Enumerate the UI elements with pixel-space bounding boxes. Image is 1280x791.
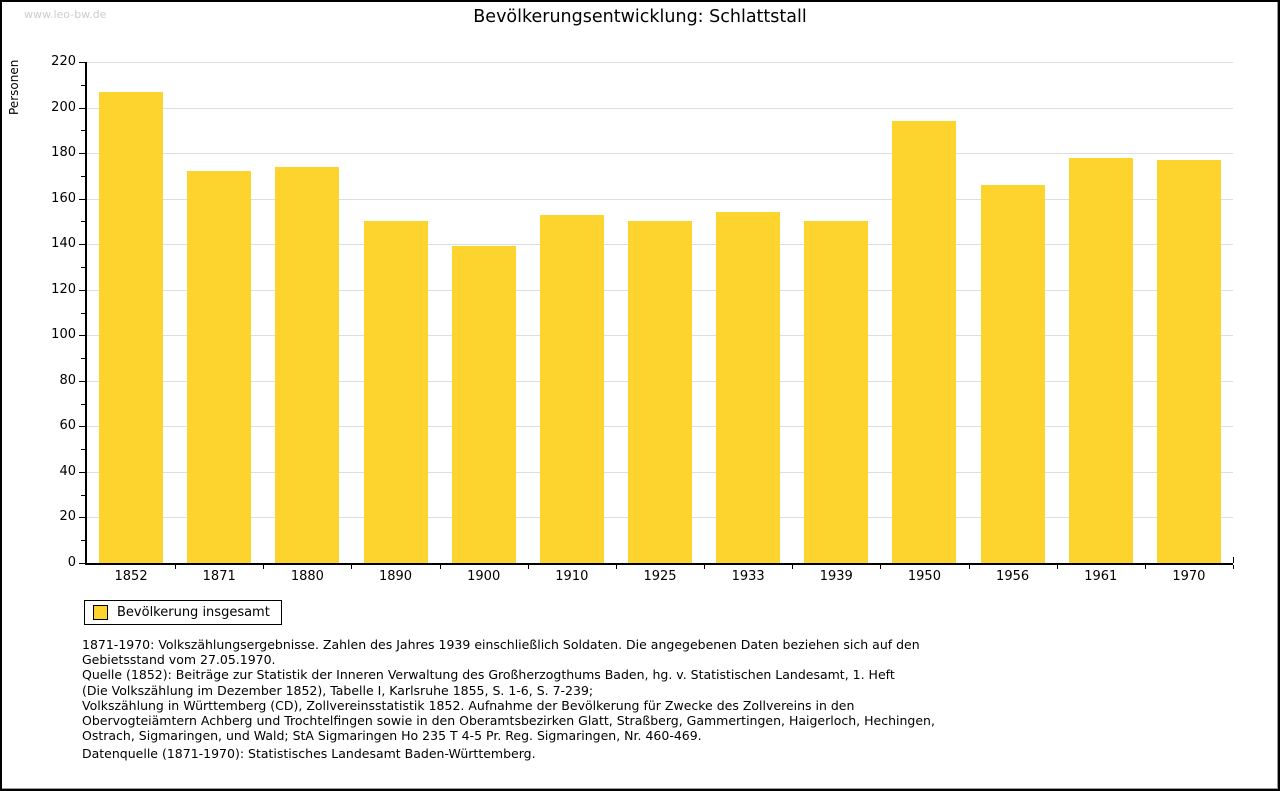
y-tick-label: 140 xyxy=(51,236,76,252)
bar-1890 xyxy=(363,221,428,563)
x-tick-label: 1956 xyxy=(996,569,1030,584)
x-tick xyxy=(880,565,882,569)
x-tick-label: 1950 xyxy=(907,569,941,584)
y-tick-label: 40 xyxy=(59,463,76,479)
y-minor-tick xyxy=(81,403,86,405)
y-minor-tick xyxy=(81,175,86,177)
bar-1970 xyxy=(1156,159,1221,563)
x-tick xyxy=(615,565,617,569)
x-tick-label: 1961 xyxy=(1084,569,1118,584)
y-major-tick xyxy=(79,153,86,155)
x-tick-label: 1880 xyxy=(290,569,324,584)
bar-1852 xyxy=(99,91,164,563)
x-tick xyxy=(263,565,265,569)
gridline xyxy=(87,153,1233,155)
y-tick-label: 220 xyxy=(51,54,76,69)
datasource-note: Datenquelle (1871-1970): Statistisches L… xyxy=(82,746,536,761)
y-minor-tick xyxy=(81,494,86,496)
y-major-tick xyxy=(79,244,86,246)
x-tick-label: 1970 xyxy=(1172,569,1206,584)
bar-1933 xyxy=(716,212,781,563)
x-axis-end-tick xyxy=(1233,557,1234,563)
x-tick-label: 1933 xyxy=(731,569,765,584)
gridline xyxy=(87,198,1233,200)
x-tick-label: 1890 xyxy=(378,569,413,584)
y-tick-label: 60 xyxy=(59,418,76,434)
x-tick xyxy=(1233,565,1234,569)
x-tick xyxy=(968,565,970,569)
legend-color-swatch-icon xyxy=(93,605,108,620)
y-major-tick xyxy=(79,517,86,519)
bar-1900 xyxy=(451,246,516,563)
x-tick-label: 1925 xyxy=(643,569,677,584)
y-tick-label: 120 xyxy=(51,281,76,297)
y-major-tick xyxy=(79,335,86,337)
y-major-tick xyxy=(79,198,86,200)
x-tick-label: 1939 xyxy=(819,569,853,584)
bar-1950 xyxy=(892,121,957,563)
bar-1939 xyxy=(804,221,869,563)
y-axis-line xyxy=(85,62,87,565)
x-tick-label: 1900 xyxy=(467,569,501,584)
x-tick xyxy=(527,565,529,569)
y-tick-label: 80 xyxy=(59,372,76,388)
x-tick xyxy=(1056,565,1058,569)
y-major-tick xyxy=(79,471,86,473)
legend-label: Bevölkerung insgesamt xyxy=(117,605,270,620)
y-minor-tick xyxy=(81,130,86,132)
legend: Bevölkerung insgesamt xyxy=(84,600,282,625)
y-major-tick xyxy=(79,563,86,564)
y-major-tick xyxy=(79,426,86,428)
chart-title: Bevölkerungsentwicklung: Schlattstall xyxy=(473,7,807,27)
y-minor-tick xyxy=(81,358,86,360)
y-tick-label: 0 xyxy=(67,555,76,570)
source-notes: 1871-1970: Volkszählungsergebnisse. Zahl… xyxy=(82,637,935,744)
y-tick-label: 20 xyxy=(59,509,76,525)
y-tick-label: 200 xyxy=(51,99,76,115)
y-tick-label: 180 xyxy=(51,145,76,161)
bar-1910 xyxy=(539,214,604,563)
bar-1956 xyxy=(980,184,1045,563)
y-major-tick xyxy=(79,107,86,109)
y-minor-tick xyxy=(81,449,86,451)
x-axis-line xyxy=(85,563,1233,565)
x-tick-label: 1871 xyxy=(202,569,236,584)
gridline xyxy=(87,107,1233,109)
y-tick-label: 100 xyxy=(51,327,76,343)
x-tick xyxy=(792,565,794,569)
x-tick xyxy=(175,565,177,569)
x-tick xyxy=(1144,565,1146,569)
y-major-tick xyxy=(79,380,86,382)
y-tick-label: 160 xyxy=(51,190,76,206)
y-minor-tick xyxy=(81,221,86,223)
gridline xyxy=(87,62,1233,63)
y-minor-tick xyxy=(81,266,86,268)
x-tick-label: 1852 xyxy=(114,569,148,584)
y-major-tick xyxy=(79,62,86,63)
x-tick-label: 1910 xyxy=(555,569,589,584)
bar-1961 xyxy=(1068,157,1133,563)
y-major-tick xyxy=(79,289,86,291)
bar-1880 xyxy=(275,166,340,563)
y-minor-tick xyxy=(81,84,86,86)
y-minor-tick xyxy=(81,312,86,314)
x-tick xyxy=(351,565,353,569)
x-tick xyxy=(704,565,706,569)
bar-1925 xyxy=(628,221,692,563)
y-minor-tick xyxy=(81,540,86,542)
bar-1871 xyxy=(187,171,252,563)
watermark: www.leo-bw.de xyxy=(24,8,107,21)
x-tick xyxy=(439,565,441,569)
